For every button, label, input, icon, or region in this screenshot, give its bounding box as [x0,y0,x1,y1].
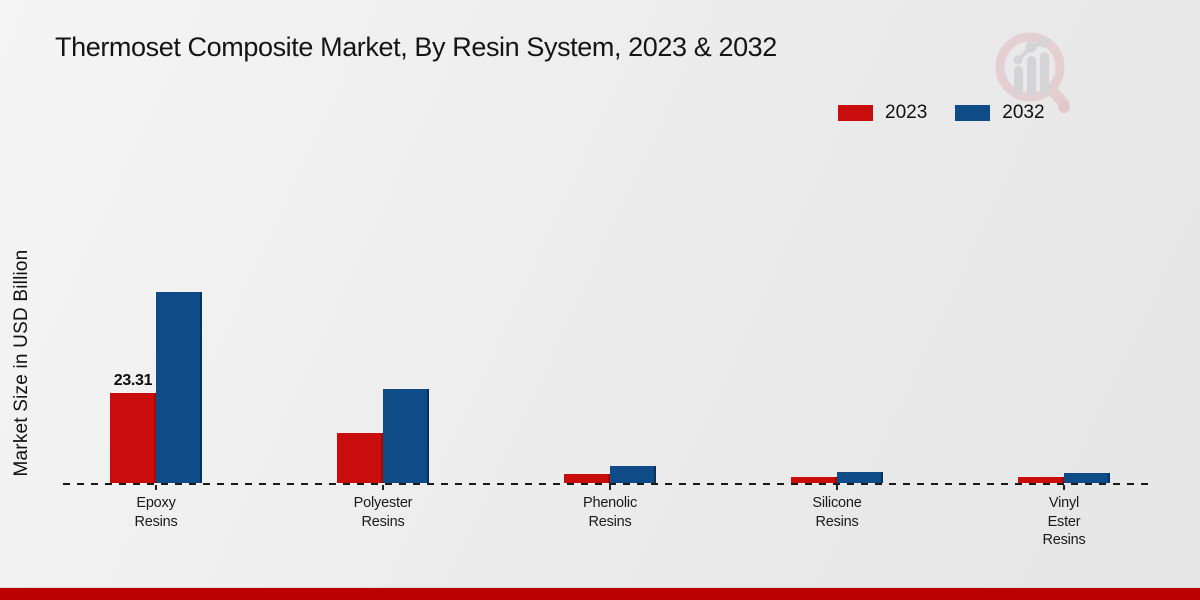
legend-item-2023: 2023 [838,102,927,124]
bar-2032-vinyl-ester-resins [1064,473,1110,483]
chart-title: Thermoset Composite Market, By Resin Sys… [55,32,777,62]
category-label-silicone-resins: Silicone Resins [812,495,862,530]
category-label-epoxy-resins: Epoxy Resins [134,495,178,530]
legend-item-2032: 2032 [955,102,1045,124]
legend-label-2023: 2023 [885,102,928,123]
bar-2023-vinyl-ester-resins [1018,477,1064,483]
bar-2032-phenolic-resins [610,466,656,483]
bar-2023-polyester-resins [337,433,383,483]
bar-2032-polyester-resins [383,389,429,483]
market-research-logo-watermark-icon [993,30,1071,123]
category-label-polyester-resins: Polyester Resins [353,495,413,530]
legend-swatch-2023-icon [838,105,873,121]
bar-2023-phenolic-resins [564,474,610,483]
x-tick-epoxy-resins [155,485,157,490]
x-tick-silicone-resins [836,485,838,490]
data-label-2023-epoxy-resins: 23.31 [113,372,153,389]
x-tick-phenolic-resins [609,485,611,490]
legend-label-2032: 2032 [1002,102,1045,123]
x-axis-dashed-baseline [63,483,1151,485]
legend-swatch-2032-icon [955,105,991,121]
x-tick-polyester-resins [382,485,384,490]
category-label-phenolic-resins: Phenolic Resins [582,495,638,530]
bar-2023-epoxy-resins [110,393,156,483]
bar-2032-silicone-resins [837,472,883,483]
x-tick-vinyl-ester-resins [1063,485,1065,490]
bar-2032-epoxy-resins [156,292,202,483]
category-label-vinyl-ester-resins: Vinyl Ester Resins [1042,495,1086,549]
footer-accent-bar [0,587,1200,600]
bar-2023-silicone-resins [791,477,837,483]
legend: 2023 2032 [838,102,1045,124]
